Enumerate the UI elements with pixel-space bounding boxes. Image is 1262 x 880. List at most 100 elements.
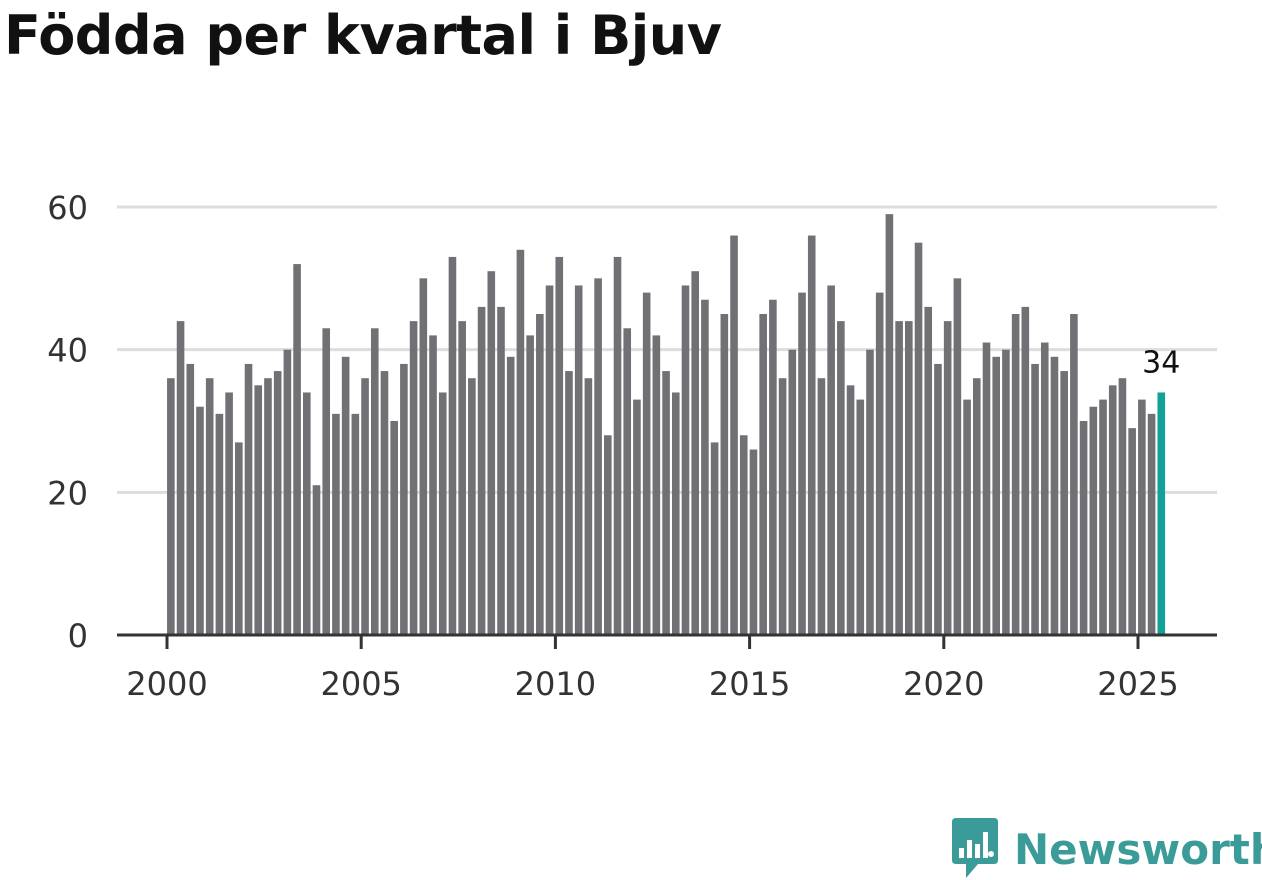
- bar: [1070, 314, 1078, 635]
- y-tick-labels: 0 20 40 60: [47, 189, 88, 655]
- x-tick-labels: 2000 2005 2010 2015 2020 2025: [126, 665, 1178, 703]
- bar: [720, 314, 729, 635]
- last-value-label: 34: [1142, 345, 1180, 380]
- bar: [293, 264, 301, 635]
- bar: [536, 314, 544, 635]
- bar: [429, 335, 437, 635]
- x-tick-label-2005: 2005: [320, 665, 401, 703]
- bar: [438, 392, 447, 635]
- bar: [380, 371, 389, 635]
- bar: [701, 299, 709, 635]
- bar: [671, 392, 680, 635]
- bar: [652, 335, 661, 635]
- y-tick-label-20: 20: [47, 474, 88, 512]
- bar: [817, 378, 826, 635]
- bar: [487, 271, 496, 635]
- bar: [225, 392, 233, 635]
- bar: [186, 363, 195, 635]
- bar: [846, 385, 855, 635]
- bar-highlight: [1157, 392, 1166, 635]
- bar: [1089, 406, 1098, 635]
- bar: [390, 421, 398, 635]
- bar: [205, 378, 214, 635]
- bar: [633, 399, 641, 635]
- data-labels: 34: [1142, 345, 1180, 380]
- bar: [1002, 349, 1010, 635]
- bar: [905, 321, 913, 635]
- newsworthy-logo-icon: [952, 818, 998, 878]
- newsworthy-brand: Newsworthy: [950, 818, 1262, 880]
- x-tick-label-2020: 2020: [903, 665, 984, 703]
- x-tick-label-2010: 2010: [515, 665, 596, 703]
- bar: [477, 306, 486, 635]
- bar: [1021, 306, 1030, 635]
- bar: [972, 378, 981, 635]
- bar: [778, 378, 787, 635]
- bar: [788, 349, 797, 635]
- y-tick-label-40: 40: [47, 332, 88, 370]
- bar: [992, 356, 1001, 635]
- bar: [943, 321, 952, 635]
- x-tick-label-2015: 2015: [709, 665, 790, 703]
- bar: [574, 285, 583, 635]
- bar: [1040, 342, 1049, 635]
- bar: [584, 378, 593, 635]
- bar: [351, 413, 360, 635]
- bar: [613, 256, 622, 635]
- bar: [322, 328, 331, 635]
- bar: [604, 435, 612, 635]
- bars: [167, 214, 1166, 636]
- bar: [710, 442, 719, 635]
- bar: [662, 371, 670, 635]
- bar: [924, 306, 933, 635]
- bar: [1118, 378, 1127, 635]
- bar: [642, 292, 651, 635]
- bar: [1108, 385, 1117, 635]
- bar: [545, 285, 554, 635]
- bar: [963, 399, 971, 635]
- bar: [361, 378, 369, 635]
- bar: [497, 306, 505, 635]
- bar: [1050, 356, 1059, 635]
- bar: [167, 378, 175, 635]
- bar: [254, 385, 263, 635]
- bar: [594, 278, 602, 635]
- bar: [856, 399, 865, 635]
- y-tick-label-0: 0: [68, 617, 88, 655]
- bar: [837, 321, 845, 635]
- bar: [807, 235, 816, 635]
- x-axis: [117, 633, 1217, 649]
- bar: [1099, 399, 1107, 635]
- x-tick-label-2000: 2000: [126, 665, 207, 703]
- x-tick-label-2025: 2025: [1097, 665, 1178, 703]
- bar: [526, 335, 534, 635]
- bar: [303, 392, 311, 635]
- bar: [264, 378, 272, 635]
- bar: [448, 256, 457, 635]
- bar: [235, 442, 243, 635]
- bar: [283, 349, 292, 635]
- bar: [798, 292, 806, 635]
- bar: [312, 485, 321, 635]
- bar: [419, 278, 428, 635]
- bar: [1031, 363, 1039, 635]
- bar: [875, 292, 884, 635]
- bar: [769, 299, 777, 635]
- bar: [1128, 428, 1136, 635]
- chart-title: Födda per kvartal i Bjuv: [4, 4, 722, 67]
- bar: [885, 214, 894, 635]
- bar: [1060, 371, 1068, 635]
- bar: [196, 406, 204, 635]
- bar: [273, 371, 282, 635]
- bar: [866, 349, 874, 635]
- bar: [1147, 413, 1156, 635]
- brand-name: Newsworthy: [1014, 824, 1262, 874]
- bar: [623, 328, 632, 635]
- bar: [827, 285, 835, 635]
- bar: [458, 321, 466, 635]
- bar: [341, 356, 350, 635]
- bar: [1079, 421, 1088, 635]
- bar: [516, 249, 525, 636]
- bar: [332, 413, 340, 635]
